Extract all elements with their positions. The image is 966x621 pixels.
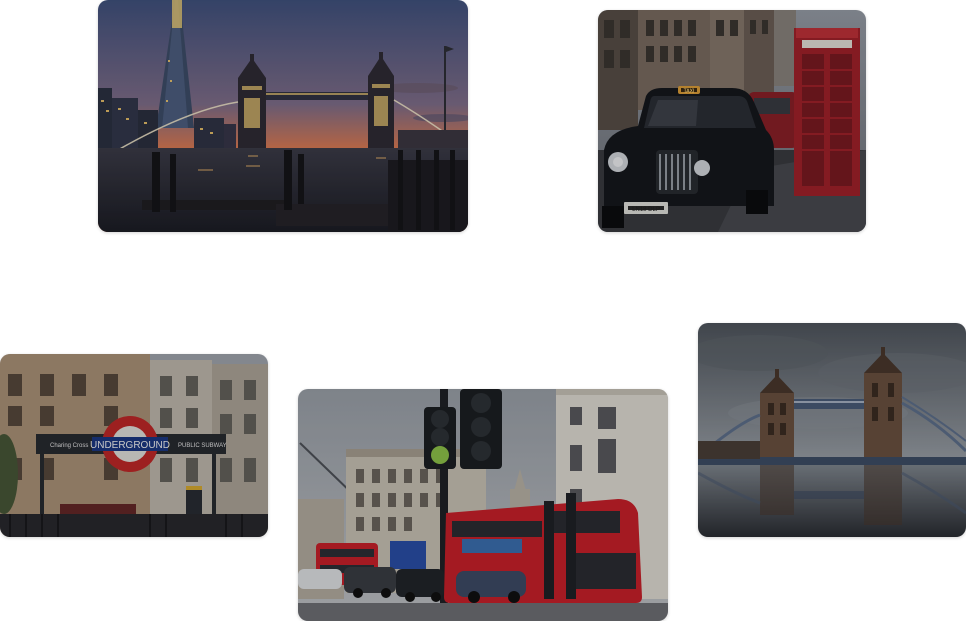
underground-image: Charing Cross PUBLIC SUBWAY UNDERGROUND xyxy=(0,354,268,537)
tower-bridge-night-image xyxy=(98,0,468,232)
sign-charing-cross: Charing Cross xyxy=(50,443,88,449)
taxi-phone-box-image: TAXI LN18 DLP xyxy=(598,10,866,232)
sign-public-subway: PUBLIC SUBWAY xyxy=(178,443,227,449)
photo-underground-station[interactable]: Charing Cross PUBLIC SUBWAY UNDERGROUND xyxy=(0,354,268,537)
taxi-number-plate: LN18 DLP xyxy=(632,207,660,213)
photo-london-buses-traffic[interactable] xyxy=(298,389,668,621)
photo-taxi-phone-box[interactable]: TAXI LN18 DLP xyxy=(598,10,866,232)
taxi-roof-sign: TAXI xyxy=(684,89,695,95)
photo-tower-bridge-night[interactable] xyxy=(98,0,468,232)
tower-bridge-day-image xyxy=(698,323,966,537)
buses-traffic-image xyxy=(298,389,668,621)
sign-underground: UNDERGROUND xyxy=(90,440,170,451)
photo-tower-bridge-day[interactable] xyxy=(698,323,966,537)
